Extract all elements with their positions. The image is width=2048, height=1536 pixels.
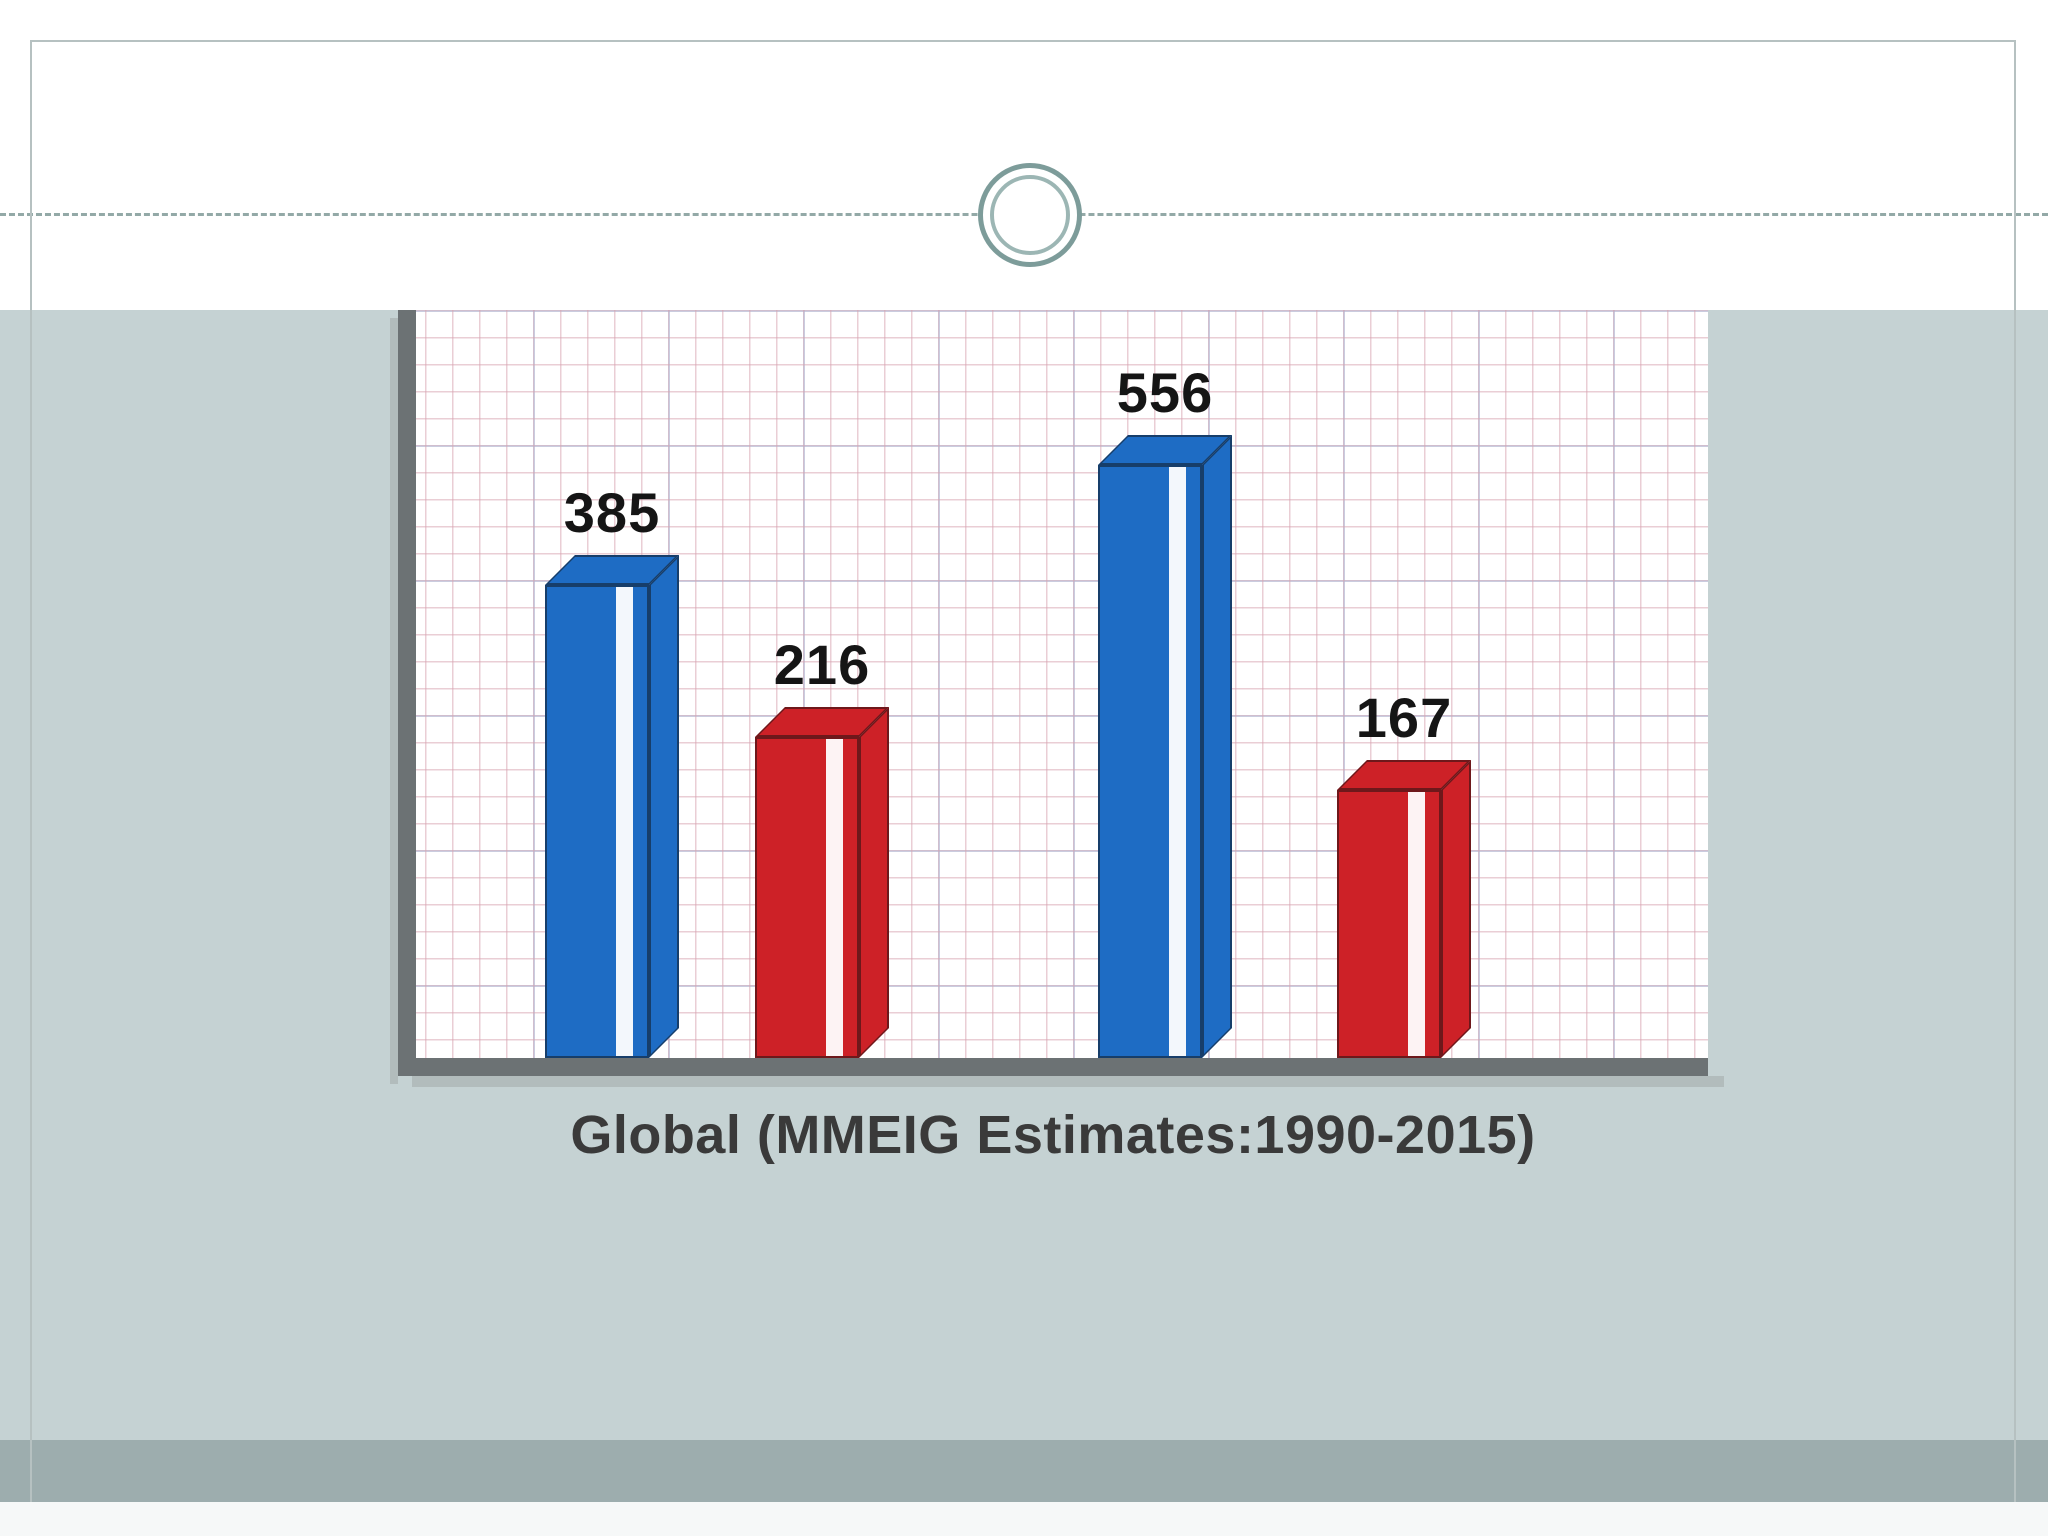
bar-blue-556: 556 [1098, 361, 1232, 1058]
bar-value-label: 385 [563, 481, 661, 544]
bar-highlight-stripe [1169, 467, 1186, 1056]
bar-side-face [859, 707, 889, 1058]
bar-front-face [1098, 465, 1202, 1058]
bar-red-167: 167 [1337, 686, 1471, 1058]
bar-value-label: 167 [1355, 686, 1453, 749]
y-axis-shadow [390, 318, 398, 1084]
bar-side-face [1441, 760, 1471, 1058]
bar-value-label: 216 [773, 633, 871, 696]
footer-band [0, 1440, 2048, 1502]
footer-strip [0, 1502, 2048, 1536]
bar-blue-385: 385 [545, 481, 679, 1058]
bar-highlight-stripe [616, 587, 633, 1056]
chart-panel: 385 216 556 167 [390, 310, 1724, 1087]
y-axis [398, 310, 416, 1076]
bar-front-face [1337, 790, 1441, 1058]
bars-layer: 385 216 556 167 [398, 310, 1708, 1076]
bar-highlight-stripe [1408, 792, 1425, 1056]
bar-red-216: 216 [755, 633, 889, 1058]
x-axis [398, 1058, 1708, 1076]
bar-value-label: 556 [1116, 361, 1214, 424]
chart-caption: Global (MMEIG Estimates:1990-2015) [570, 1105, 1536, 1165]
bar-side-face [1202, 435, 1232, 1058]
circle-ornament-icon [978, 163, 1082, 267]
bar-front-face [755, 737, 859, 1058]
bar-side-face [649, 555, 679, 1058]
bar-highlight-stripe [826, 739, 843, 1056]
circle-ornament-inner-ring [990, 175, 1070, 255]
bar-front-face [545, 585, 649, 1058]
x-axis-shadow [412, 1076, 1724, 1087]
